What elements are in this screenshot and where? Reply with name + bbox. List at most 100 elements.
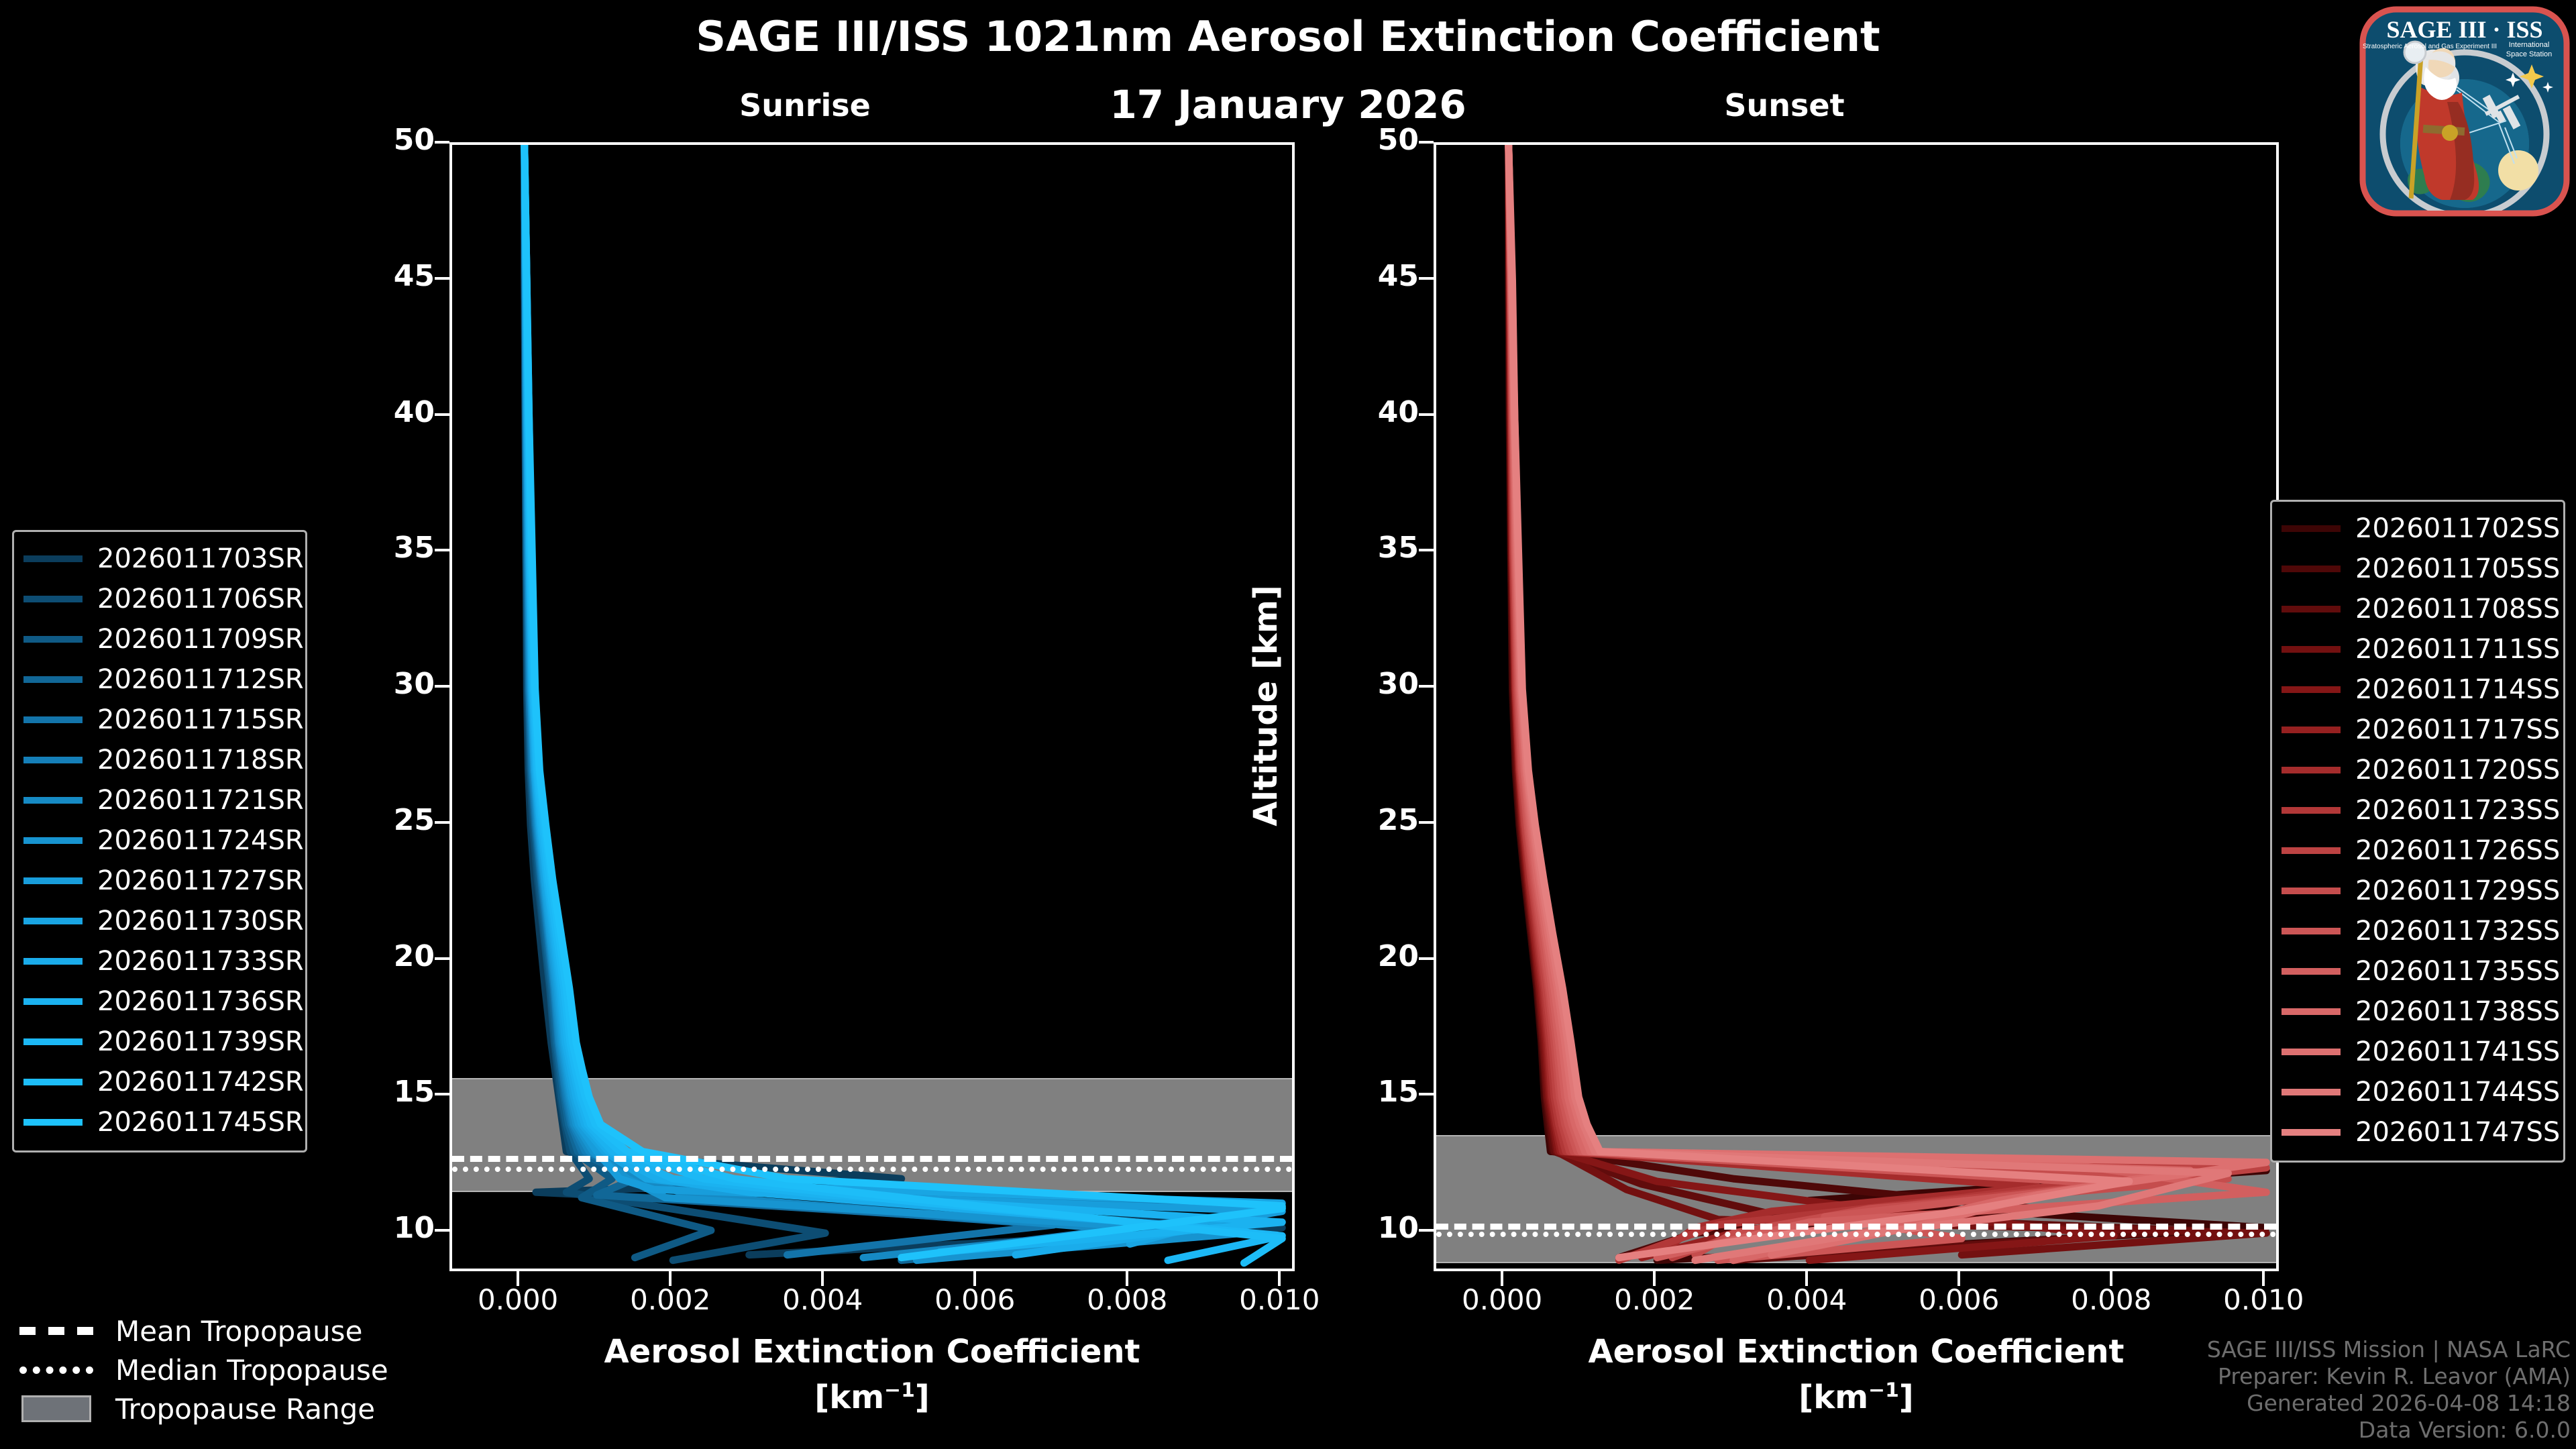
legend-item[interactable]: 2026011708SS <box>2282 589 2560 629</box>
legend-item[interactable]: 2026011709SR <box>23 619 304 659</box>
legend-item[interactable]: 2026011727SR <box>23 861 304 901</box>
sunset-x-axis-units: [km−1] <box>1434 1379 2279 1416</box>
legend-item-label: 2026011717SS <box>2355 714 2561 745</box>
legend-color-swatch-icon <box>23 716 83 723</box>
profile-line-2026011723SS <box>1505 145 2156 1265</box>
sunrise-x-axis-units: [km−1] <box>449 1379 1295 1416</box>
legend-item[interactable]: 2026011730SR <box>23 901 304 941</box>
sunrise-plot-area[interactable] <box>449 142 1295 1271</box>
profile-line-2026011712SR <box>521 145 1210 1265</box>
legend-item[interactable]: 2026011723SS <box>2282 790 2560 830</box>
x-tick-label: 0.006 <box>934 1283 1016 1316</box>
legend-item-label: 2026011715SR <box>97 704 304 735</box>
profile-line-2026011703SR <box>521 145 1286 1259</box>
legend-color-swatch-icon <box>2282 686 2341 693</box>
x-tick-label: 0.006 <box>1919 1283 2000 1316</box>
legend-item[interactable]: 2026011738SS <box>2282 991 2560 1032</box>
y-tick-label: 10 <box>1377 1211 1419 1246</box>
y-tick-mark <box>435 685 449 688</box>
legend-item-label: 2026011703SR <box>97 543 304 574</box>
tropopause-legend-row-range: Tropopause Range <box>16 1389 432 1428</box>
legend-item[interactable]: 2026011732SS <box>2282 911 2560 951</box>
legend-item[interactable]: 2026011721SR <box>23 780 304 820</box>
profile-line-2026011708SS <box>1505 145 2194 1265</box>
y-tick-mark <box>1419 549 1434 552</box>
x-tick-label: 0.000 <box>478 1283 559 1316</box>
x-tick-label: 0.004 <box>1766 1283 1847 1316</box>
sunset-plot-area[interactable] <box>1434 142 2279 1271</box>
legend-item-label: 2026011727SR <box>97 865 304 896</box>
profile-line-2026011702SS <box>1505 145 2270 1265</box>
sunrise-panel-title: Sunrise <box>739 87 871 123</box>
legend-item[interactable]: 2026011720SS <box>2282 750 2560 790</box>
sunset-x-axis-label: Aerosol Extinction Coefficient <box>1588 1333 2125 1371</box>
legend-color-swatch-icon <box>23 877 83 884</box>
y-tick-label: 25 <box>393 802 435 837</box>
legend-item[interactable]: 2026011735SS <box>2282 951 2560 991</box>
legend-color-swatch-icon <box>23 757 83 763</box>
tropopause-range-label: Tropopause Range <box>115 1392 376 1426</box>
credits-data-version: Data Version: 6.0.0 <box>2358 1417 2571 1443</box>
legend-item-label: 2026011706SR <box>97 584 304 614</box>
profile-line-2026011705SS <box>1505 145 2042 1262</box>
legend-item[interactable]: 2026011705SS <box>2282 549 2560 589</box>
y-tick-label: 25 <box>1377 802 1419 837</box>
y-tick-label: 40 <box>393 394 435 429</box>
legend-item-label: 2026011733SR <box>97 946 304 977</box>
profile-line-2026011736SR <box>521 145 1286 1256</box>
sunrise-profile-curves <box>521 145 1286 1267</box>
credits-mission: SAGE III/ISS Mission | NASA LaRC <box>2206 1336 2571 1362</box>
x-tick-mark <box>1805 1271 1809 1286</box>
legend-item[interactable]: 2026011729SS <box>2282 871 2560 911</box>
legend-item[interactable]: 2026011712SR <box>23 659 304 700</box>
x-units-base: [km <box>1799 1379 1869 1416</box>
legend-color-swatch-icon <box>23 676 83 683</box>
legend-item[interactable]: 2026011736SR <box>23 981 304 1022</box>
y-tick-label: 20 <box>1377 938 1419 973</box>
y-tick-label: 45 <box>1377 258 1419 293</box>
profile-line-2026011729SS <box>1505 145 2232 1259</box>
sunset-panel-title: Sunset <box>1724 87 1845 123</box>
legend-item[interactable]: 2026011724SR <box>23 820 304 861</box>
y-tick-label: 50 <box>393 123 435 157</box>
legend-item[interactable]: 2026011744SS <box>2282 1072 2560 1112</box>
median-tropopause-line <box>452 1166 1292 1172</box>
legend-item[interactable]: 2026011726SS <box>2282 830 2560 871</box>
y-tick-label: 35 <box>393 531 435 566</box>
legend-item[interactable]: 2026011715SR <box>23 700 304 740</box>
legend-color-swatch-icon <box>23 596 83 602</box>
x-tick-mark <box>1957 1271 1961 1286</box>
legend-item[interactable]: 2026011703SR <box>23 539 304 579</box>
legend-item[interactable]: 2026011745SR <box>23 1102 304 1142</box>
legend-item[interactable]: 2026011718SR <box>23 740 304 780</box>
legend-item[interactable]: 2026011742SR <box>23 1062 304 1102</box>
legend-item[interactable]: 2026011702SS <box>2282 508 2560 549</box>
legend-color-swatch-icon <box>23 1038 83 1045</box>
legend-item[interactable]: 2026011706SR <box>23 579 304 619</box>
tropopause-legend-row-median: Median Tropopause <box>16 1350 432 1389</box>
legend-item[interactable]: 2026011747SS <box>2282 1112 2560 1152</box>
profile-line-2026011742SR <box>521 145 1286 1267</box>
legend-item-label: 2026011747SS <box>2355 1117 2561 1148</box>
x-tick-label: 0.002 <box>1614 1283 1695 1316</box>
legend-color-swatch-icon <box>2282 606 2341 612</box>
legend-item[interactable]: 2026011739SR <box>23 1022 304 1062</box>
legend-item[interactable]: 2026011717SS <box>2282 710 2560 750</box>
y-tick-mark <box>435 1093 449 1096</box>
legend-item[interactable]: 2026011741SS <box>2282 1032 2560 1072</box>
y-tick-mark <box>1419 1093 1434 1096</box>
sunset-event-legend[interactable]: 2026011702SS 2026011705SS 2026011708SS 2026… <box>2270 500 2565 1163</box>
legend-item[interactable]: 2026011714SS <box>2282 669 2560 710</box>
legend-item-label: 2026011724SR <box>97 825 304 856</box>
legend-item[interactable]: 2026011733SR <box>23 941 304 981</box>
median-tropopause-dotted-line-icon <box>16 1358 97 1382</box>
x-tick-label: 0.010 <box>2223 1283 2304 1316</box>
y-tick-mark <box>435 276 449 280</box>
x-units-exponent: −1 <box>884 1379 915 1402</box>
y-tick-label: 30 <box>393 667 435 702</box>
legend-item-label: 2026011744SS <box>2355 1077 2561 1108</box>
legend-color-swatch-icon <box>2282 646 2341 653</box>
sunrise-event-legend[interactable]: 2026011703SR 2026011706SR 2026011709SR 2026… <box>12 530 307 1152</box>
y-tick-mark <box>1419 957 1434 960</box>
legend-item[interactable]: 2026011711SS <box>2282 629 2560 669</box>
